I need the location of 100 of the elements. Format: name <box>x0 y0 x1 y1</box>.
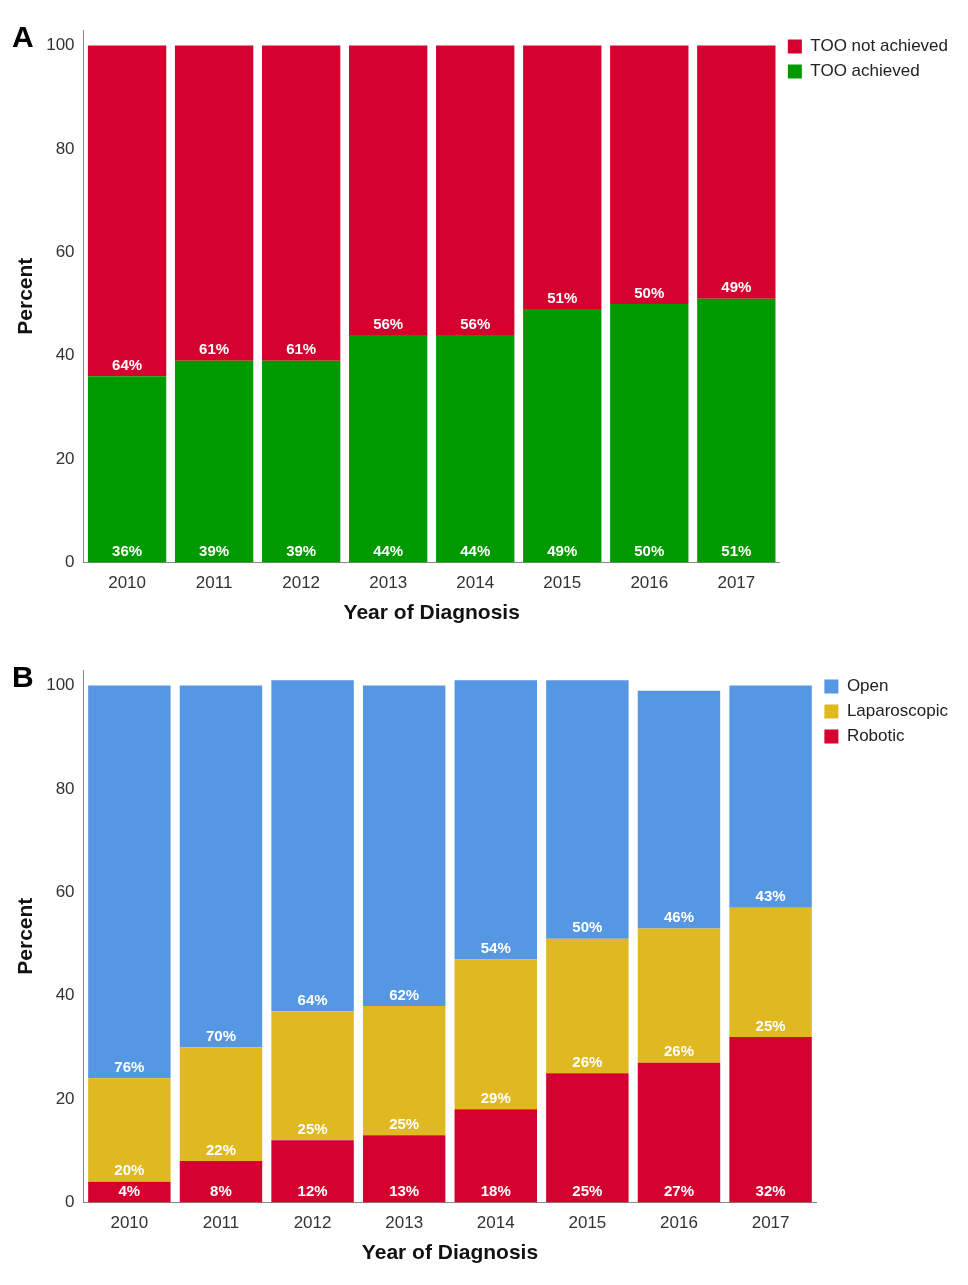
legend-label: Laparoscopic <box>846 701 949 721</box>
bar <box>610 45 689 304</box>
x-tick-label: 2015 <box>568 1213 607 1233</box>
y-tick-label: 60 <box>55 241 75 261</box>
x-tick-label: 2014 <box>456 573 495 593</box>
bar <box>87 376 167 563</box>
bar <box>436 45 515 335</box>
x-axis-title: Year of Diagnosis <box>361 1240 539 1264</box>
bar <box>261 360 341 563</box>
y-tick-label: 60 <box>55 881 75 901</box>
y-axis-title: Percent <box>13 897 37 975</box>
data-label: 13% <box>389 1182 420 1200</box>
bar <box>697 298 776 563</box>
data-label: 61% <box>199 340 230 358</box>
data-label: 36% <box>112 542 143 560</box>
legend-label: Robotic <box>846 726 906 746</box>
bar <box>546 680 629 939</box>
bar <box>436 334 515 563</box>
bar <box>179 1047 263 1162</box>
x-tick-label: 2012 <box>293 1213 332 1233</box>
bar <box>174 360 254 563</box>
y-tick-label: 0 <box>65 552 75 572</box>
data-label: 51% <box>721 542 752 560</box>
y-tick-label: 80 <box>55 138 75 158</box>
data-label: 64% <box>297 990 328 1008</box>
bar <box>729 1036 812 1203</box>
bar <box>697 45 776 299</box>
x-tick-label: 2013 <box>369 573 408 593</box>
bar <box>88 685 171 1079</box>
bar <box>729 685 812 908</box>
x-tick-label: 2013 <box>385 1213 424 1233</box>
bar <box>729 907 812 1037</box>
chart-title: A <box>12 20 34 54</box>
x-tick-label: 2012 <box>282 573 321 593</box>
data-label: 39% <box>199 542 230 560</box>
data-label: 8% <box>210 1182 232 1200</box>
bar <box>271 1140 354 1203</box>
bar <box>610 303 689 563</box>
data-label: 25% <box>389 1114 420 1132</box>
data-label: 43% <box>755 887 786 905</box>
data-label: 20% <box>114 1161 145 1179</box>
bar <box>523 309 602 563</box>
legend-label: TOO not achieved <box>810 36 948 56</box>
data-label: 12% <box>297 1182 328 1200</box>
data-label: 61% <box>286 340 317 358</box>
bar <box>179 685 263 1048</box>
data-label: 25% <box>755 1016 786 1034</box>
y-axis-title: Percent <box>13 257 37 335</box>
x-tick-label: 2017 <box>751 1213 790 1233</box>
bar <box>637 690 721 929</box>
y-tick-label: 100 <box>46 35 75 55</box>
x-tick-label: 2010 <box>108 573 146 593</box>
bar <box>454 1109 537 1203</box>
data-label: 54% <box>480 939 511 957</box>
y-tick-label: 20 <box>55 1088 75 1108</box>
bar <box>637 928 721 1063</box>
data-label: 29% <box>480 1089 511 1106</box>
data-label: 46% <box>663 908 694 926</box>
bar <box>87 45 167 377</box>
data-label: 50% <box>634 542 665 560</box>
bar <box>523 45 602 310</box>
legend-label: TOO achieved <box>810 61 920 81</box>
data-label: 70% <box>205 1026 236 1044</box>
chart-title: B <box>12 660 34 694</box>
data-label: 49% <box>721 278 752 296</box>
data-label: 76% <box>114 1057 145 1075</box>
x-tick-label: 2016 <box>630 573 669 593</box>
y-tick-label: 80 <box>55 778 75 798</box>
data-label: 26% <box>663 1042 694 1060</box>
data-label: 39% <box>286 542 317 560</box>
bar <box>261 45 341 361</box>
legend-label: Open <box>846 676 889 696</box>
bar <box>546 938 629 1074</box>
bar <box>179 1161 263 1203</box>
y-tick-label: 40 <box>55 985 75 1005</box>
data-label: 27% <box>663 1182 694 1200</box>
data-label: 32% <box>755 1182 786 1200</box>
data-label: 25% <box>297 1120 328 1138</box>
data-label: 4% <box>118 1182 141 1200</box>
data-label: 44% <box>373 542 404 560</box>
x-tick-label: 2014 <box>476 1213 515 1233</box>
bar <box>174 45 254 361</box>
bar <box>271 1011 354 1141</box>
data-label: 56% <box>460 314 491 332</box>
bar <box>271 680 354 1012</box>
data-label: 50% <box>572 918 603 936</box>
data-label: 64% <box>112 355 143 373</box>
data-label: 44% <box>460 542 491 560</box>
data-label: 26% <box>572 1052 603 1070</box>
y-tick-label: 40 <box>55 345 75 365</box>
data-label: 51% <box>547 288 578 306</box>
x-tick-label: 2011 <box>195 573 233 593</box>
data-label: 18% <box>480 1182 511 1200</box>
data-label: 25% <box>572 1182 603 1200</box>
data-label: 56% <box>373 314 404 332</box>
bar <box>546 1073 629 1203</box>
bar <box>454 680 537 960</box>
y-tick-label: 100 <box>46 675 75 695</box>
y-tick-label: 20 <box>55 448 75 468</box>
x-tick-label: 2011 <box>202 1213 240 1233</box>
